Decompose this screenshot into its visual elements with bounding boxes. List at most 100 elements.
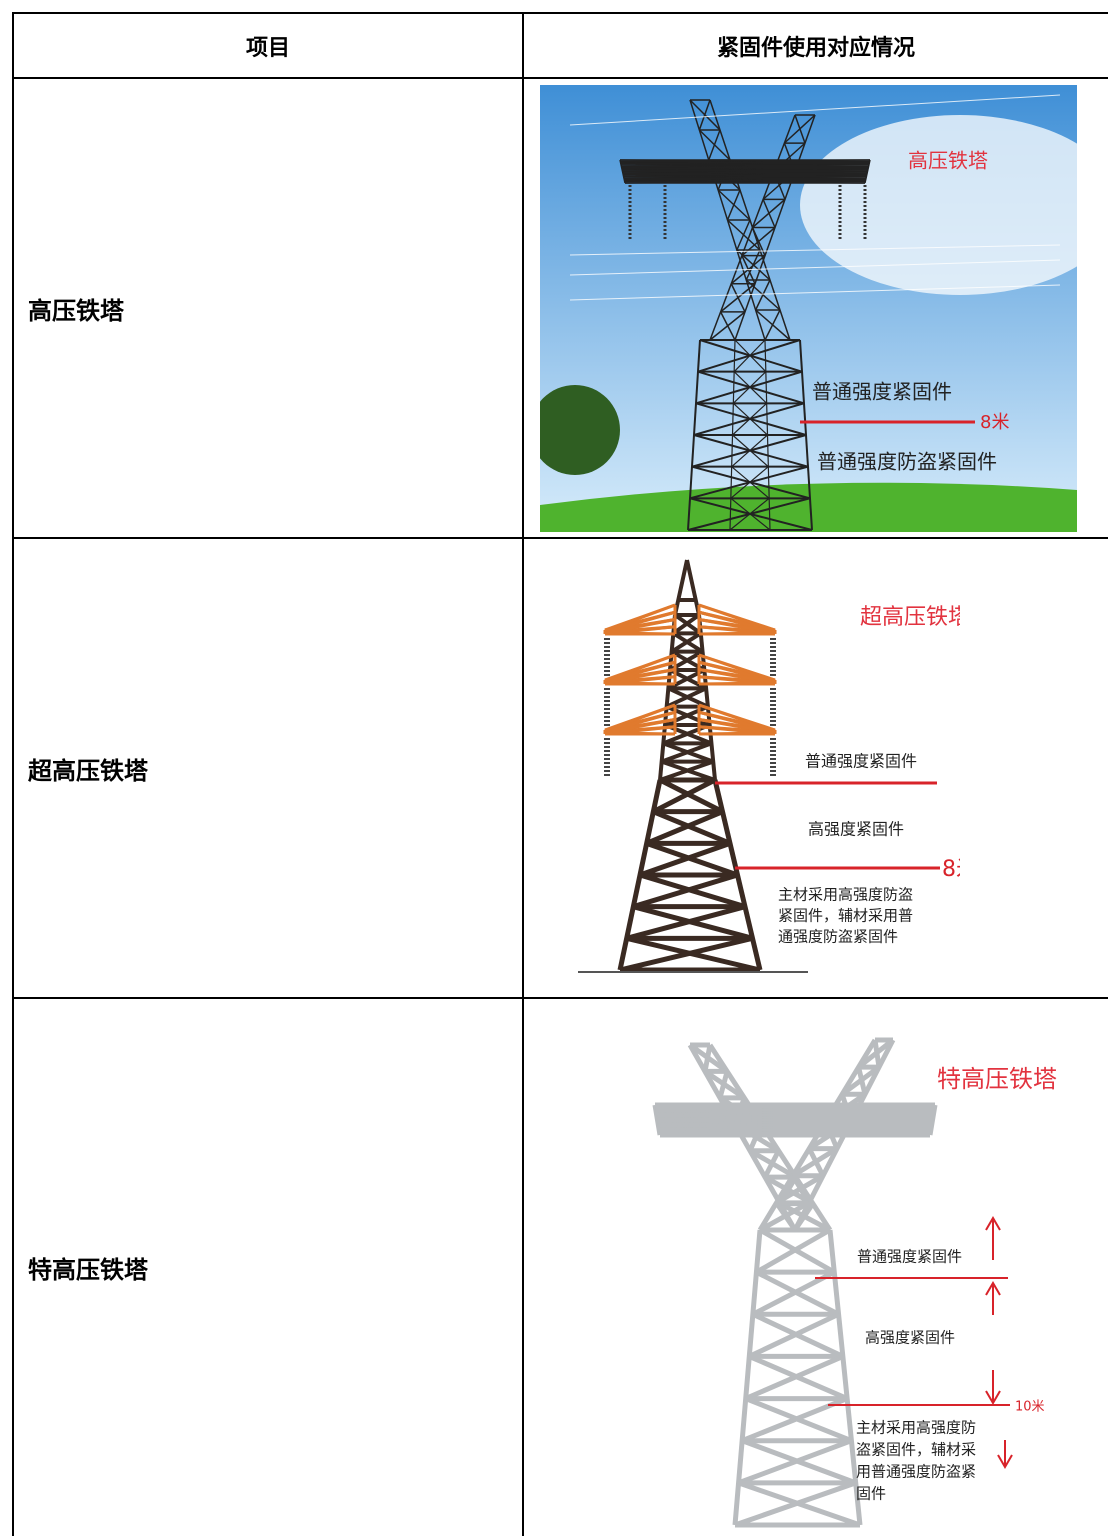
image-label: 8米 [942,857,960,882]
member [734,1480,857,1528]
member [733,339,766,373]
member [732,1229,763,1526]
image-note: 固件 [856,1485,886,1503]
member [737,1438,853,1486]
member [709,311,746,341]
member [754,279,771,311]
member [632,872,739,910]
member [670,631,702,654]
border [12,12,1108,14]
member [752,198,786,229]
member [702,1044,713,1072]
tower [569,94,1061,531]
border [522,12,524,1536]
member [775,1173,825,1206]
image-title: 超高压铁塔 [860,605,960,630]
member [698,653,776,682]
wire [569,94,1061,126]
image-label: 8米 [980,412,1009,433]
item-cell: 高压铁塔 [28,295,124,325]
tree [540,385,620,475]
border [12,997,1108,999]
member [604,703,676,732]
member [639,840,731,878]
member [732,402,768,436]
tower [652,1037,938,1528]
image-label: 普通强度紧固件 [857,1248,962,1266]
member [658,614,677,781]
image-note: 主材采用高强度防 [856,1419,976,1437]
member [672,613,701,635]
member [732,371,767,404]
member [645,809,724,846]
image-note: 用普通强度防盗紧 [856,1463,976,1481]
tower-image: 高压铁塔 普通强度紧固件 8米 普通强度防盗紧固件 [540,85,1077,532]
image-label: 普通强度紧固件 [805,752,917,771]
member [698,703,776,732]
image-note: 紧固件，辅材采用普 [778,907,913,925]
image-label: 普通强度紧固件 [812,380,952,404]
arrow [985,1370,1013,1469]
member [659,759,714,782]
member [748,1312,840,1359]
image-note: 通强度防盗紧固件 [778,928,898,946]
member [730,466,769,499]
wire [569,259,1061,276]
border [12,537,1108,539]
item-cell: 超高压铁塔 [28,755,148,785]
member [665,686,707,709]
image-label: 10米 [1015,1400,1045,1415]
member [857,1038,895,1070]
header-cell: 项目 [245,34,290,61]
member [783,114,816,144]
member [827,1229,863,1526]
border [12,77,1108,79]
member [626,904,746,941]
image-title: 特高压铁塔 [937,1065,1057,1093]
tower-image: 特高压铁塔 普通强度紧固件 高强度紧固件 10米 主材采用高强度防盗紧固件，辅材… [652,1037,1057,1528]
member [697,614,717,781]
wire [569,244,1061,256]
wire [569,284,1061,301]
item-cell: 特高压铁塔 [28,1255,148,1284]
member [604,653,676,682]
member [708,129,721,161]
member [664,704,709,727]
member [729,497,770,531]
image-note: 盗紧固件，辅材采 [856,1441,976,1459]
image-label: 高强度紧固件 [865,1329,955,1347]
member [726,189,741,221]
image-label: 普通强度防盗紧固件 [817,450,997,474]
tower-top [673,559,701,616]
image-label: 高强度紧固件 [808,820,904,839]
arrow [985,1216,1001,1315]
border [12,12,14,1536]
member [604,603,676,632]
image-note: 主材采用高强度防盗 [778,886,913,904]
member [660,741,713,764]
member [717,1070,730,1099]
member [751,1269,836,1317]
tower-image: 超高压铁塔 普通强度紧固件 高强度紧固件 8米 主材采用高强度防盗紧固件，辅材采… [578,559,960,973]
member [698,99,711,131]
member [698,603,776,632]
image-title: 高压铁塔 [908,149,988,173]
member [736,219,751,251]
tower [603,559,777,973]
member [720,283,756,313]
member [652,777,717,814]
member [652,809,731,846]
member [755,1227,832,1275]
member [762,1149,781,1179]
member [840,1065,881,1097]
member [764,309,781,341]
member [744,1354,844,1401]
header-cell: 紧固件使用对应情况 [716,34,915,61]
member [658,777,724,814]
member [731,434,768,468]
member [619,935,754,973]
member [758,1200,811,1233]
